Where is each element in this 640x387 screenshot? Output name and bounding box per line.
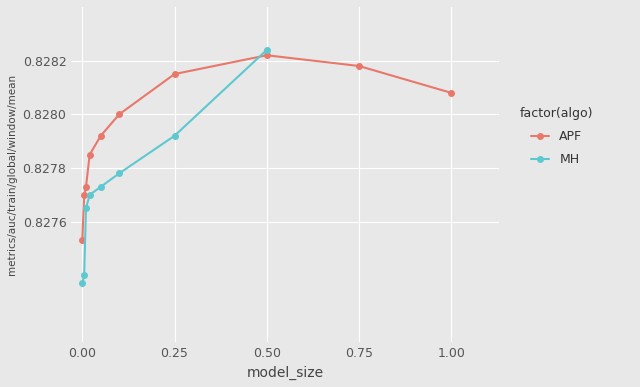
MH <box>82 206 90 211</box>
APF <box>80 193 88 197</box>
APF <box>171 72 179 76</box>
MH <box>97 185 104 189</box>
APF <box>97 134 104 138</box>
APF <box>82 185 90 189</box>
Line: MH: MH <box>79 47 269 286</box>
MH <box>263 48 271 52</box>
APF <box>263 53 271 58</box>
MH <box>79 281 86 286</box>
X-axis label: model_size: model_size <box>246 366 324 380</box>
MH <box>86 193 93 197</box>
MH <box>80 273 88 278</box>
Legend: APF, MH: APF, MH <box>509 97 604 176</box>
APF <box>115 112 123 116</box>
APF <box>79 238 86 243</box>
Line: APF: APF <box>79 53 454 243</box>
MH <box>115 171 123 176</box>
MH <box>171 134 179 138</box>
APF <box>86 152 93 157</box>
APF <box>355 64 363 68</box>
APF <box>447 91 455 95</box>
Y-axis label: metrics/auc/train/global/window/mean: metrics/auc/train/global/window/mean <box>7 74 17 275</box>
